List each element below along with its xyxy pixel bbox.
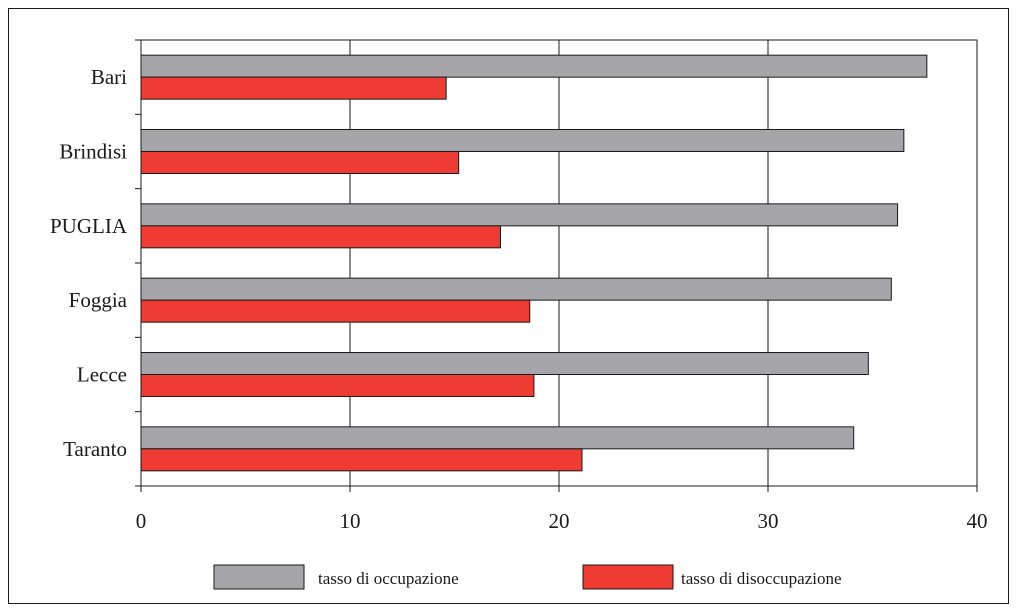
axes — [135, 39, 978, 492]
axis-labels: 0 10 20 30 40 Bari Brindisi PUGLIA Foggia Lecce Ta… — [50, 65, 988, 533]
category-label: Taranto — [63, 437, 127, 461]
legend-swatch-occupazione — [213, 564, 305, 590]
x-tick-label: 40 — [967, 509, 988, 533]
bar-disoccupazione-taranto — [140, 448, 583, 472]
legend-label: tasso di disoccupazione — [681, 569, 842, 588]
x-tick-label: 20 — [549, 509, 570, 533]
x-tick-label: 10 — [340, 509, 361, 533]
legend-label: tasso di occupazione — [318, 569, 459, 588]
bar-occupazione-taranto — [140, 426, 855, 450]
category-label: Brindisi — [59, 140, 127, 164]
bar-disoccupazione-lecce — [140, 374, 535, 397]
bar-disoccupazione-puglia — [140, 225, 501, 249]
bars — [140, 54, 928, 472]
x-tick-label: 30 — [758, 509, 779, 533]
category-label: PUGLIA — [50, 214, 128, 238]
bar-occupazione-foggia — [140, 277, 892, 301]
category-label: Bari — [91, 65, 127, 89]
bar-occupazione-brindisi — [140, 129, 905, 152]
x-tick-label: 0 — [136, 509, 147, 533]
bar-disoccupazione-foggia — [140, 299, 531, 323]
bar-disoccupazione-brindisi — [140, 151, 460, 174]
legend-swatch-disoccupazione — [582, 564, 674, 590]
category-label: Lecce — [77, 363, 127, 387]
category-label: Foggia — [69, 288, 128, 312]
bar-occupazione-lecce — [140, 352, 869, 375]
bar-disoccupazione-bari — [140, 76, 447, 100]
bar-occupazione-puglia — [140, 203, 899, 227]
legend: tasso di occupazione tasso di disoccupazi… — [213, 564, 842, 590]
bar-occupazione-bari — [140, 54, 928, 78]
